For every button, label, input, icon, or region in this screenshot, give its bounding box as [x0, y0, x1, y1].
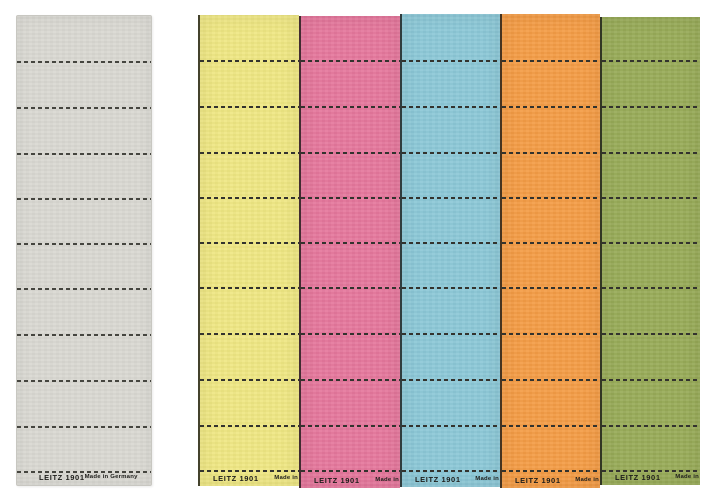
perforation-dash-line — [200, 60, 299, 62]
perforation-dash-line — [200, 287, 299, 289]
perforation-dash-line — [602, 60, 700, 62]
perforation-dash-line — [17, 471, 151, 473]
perforation-dash-line — [402, 287, 500, 289]
perforation-dash-line — [17, 334, 151, 336]
paper-texture — [502, 14, 600, 488]
perforation-dash-line — [200, 425, 299, 427]
footer-imprint: LEITZ 1901 Made in — [200, 473, 299, 483]
made-in-text: Made in Germany — [84, 474, 138, 480]
label-column-pink: LEITZ 1901 Made in — [299, 16, 400, 488]
footer-imprint: LEITZ 1901 Made in Germany — [17, 472, 151, 482]
perforation-dash-line — [602, 242, 700, 244]
brand-model-text: LEITZ 1901 — [314, 475, 360, 485]
perforation-dash-line — [200, 333, 299, 335]
perforation-dash-line — [17, 107, 151, 109]
perforation-dash-line — [17, 153, 151, 155]
paper-texture — [200, 15, 299, 486]
footer-imprint: LEITZ 1901 Made in — [502, 475, 600, 485]
perforation-dash-line — [200, 379, 299, 381]
brand-model-text: LEITZ 1901 — [615, 472, 661, 482]
perforation-dash-line — [502, 60, 600, 62]
label-column-green: LEITZ 1901 Made in — [600, 17, 700, 485]
perforation-dash-line — [17, 61, 151, 63]
perforation-dash-line — [17, 426, 151, 428]
brand-model-text: LEITZ 1901 — [515, 475, 561, 485]
perforation-dash-line — [301, 333, 400, 335]
perforation-dash-line — [301, 106, 400, 108]
perforation-dash-line — [402, 60, 500, 62]
perforation-dash-line — [301, 152, 400, 154]
perforation-dash-line — [301, 287, 400, 289]
perforation-dash-line — [602, 287, 700, 289]
perforation-dash-line — [502, 152, 600, 154]
label-column-orange: LEITZ 1901 Made in — [500, 14, 600, 488]
made-in-text: Made in — [675, 474, 699, 480]
perforation-dash-line — [200, 106, 299, 108]
perforation-dash-line — [602, 425, 700, 427]
perforation-dash-line — [200, 470, 299, 472]
made-in-text: Made in — [375, 477, 399, 483]
perforation-dash-line — [602, 333, 700, 335]
perforation-dash-line — [402, 106, 500, 108]
footer-imprint: LEITZ 1901 Made in — [301, 475, 400, 485]
perforation-dash-line — [301, 425, 400, 427]
paper-texture — [402, 14, 500, 487]
brand-model-text: LEITZ 1901 — [39, 472, 85, 482]
brand-model-text: LEITZ 1901 — [415, 474, 461, 484]
perforation-dash-line — [502, 379, 600, 381]
perforation-dash-line — [602, 152, 700, 154]
perforation-dash-line — [502, 242, 600, 244]
perforation-dash-line — [17, 243, 151, 245]
perforation-dash-line — [301, 379, 400, 381]
paper-texture — [602, 17, 700, 485]
perforation-dash-line — [502, 106, 600, 108]
paper-texture — [17, 16, 151, 485]
made-in-text: Made in — [274, 475, 298, 481]
perforation-dash-line — [17, 380, 151, 382]
perforation-dash-line — [602, 379, 700, 381]
perforation-dash-line — [402, 242, 500, 244]
perforation-dash-line — [301, 60, 400, 62]
footer-imprint: LEITZ 1901 Made in — [602, 472, 700, 482]
perforation-dash-line — [502, 287, 600, 289]
perforation-dash-line — [502, 333, 600, 335]
paper-texture — [301, 16, 400, 488]
perforation-dash-line — [402, 333, 500, 335]
perforation-dash-line — [200, 197, 299, 199]
made-in-text: Made in — [575, 477, 599, 483]
label-column-yellow: LEITZ 1901 Made in — [198, 15, 299, 486]
made-in-text: Made in — [475, 476, 499, 482]
perforation-dash-line — [402, 197, 500, 199]
perforation-dash-line — [502, 425, 600, 427]
perforation-dash-line — [402, 470, 500, 472]
perforation-dash-line — [402, 379, 500, 381]
perforation-dash-line — [602, 470, 700, 472]
perforation-dash-line — [602, 106, 700, 108]
perforation-dash-line — [602, 197, 700, 199]
label-column-blue: LEITZ 1901 Made in — [400, 14, 500, 487]
perforation-dash-line — [200, 152, 299, 154]
perforation-dash-line — [402, 425, 500, 427]
perforation-dash-line — [502, 197, 600, 199]
footer-imprint: LEITZ 1901 Made in — [402, 474, 500, 484]
blank-label-strip: LEITZ 1901 Made in Germany — [16, 15, 152, 486]
perforation-dash-line — [301, 242, 400, 244]
perforation-dash-line — [17, 288, 151, 290]
perforation-dash-line — [200, 242, 299, 244]
perforation-dash-line — [301, 197, 400, 199]
brand-model-text: LEITZ 1901 — [213, 473, 259, 483]
perforation-dash-line — [502, 470, 600, 472]
perforation-dash-line — [402, 152, 500, 154]
perforation-dash-line — [301, 470, 400, 472]
perforation-dash-line — [17, 198, 151, 200]
